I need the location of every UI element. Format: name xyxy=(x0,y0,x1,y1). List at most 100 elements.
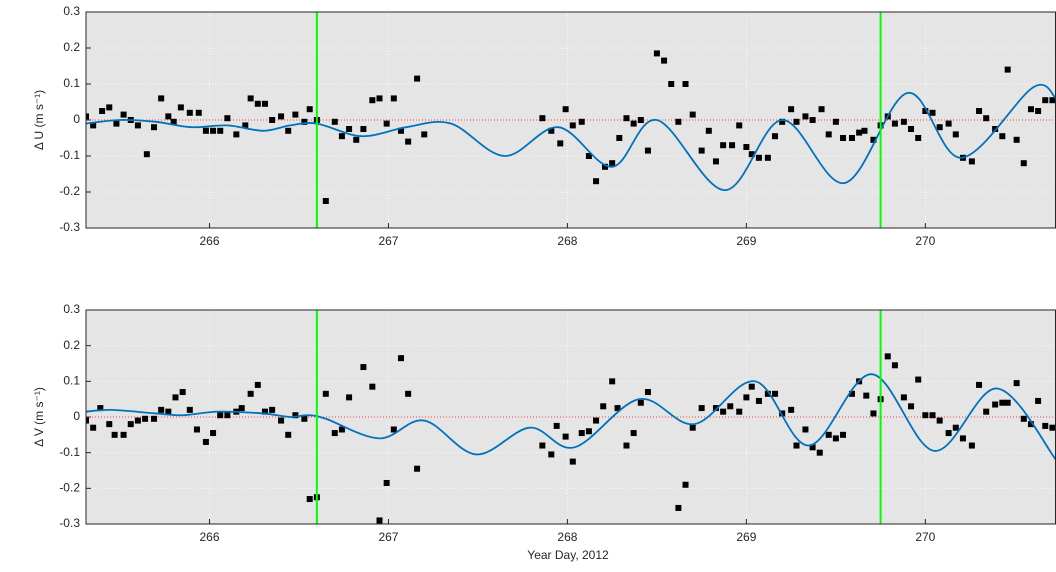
data-point xyxy=(585,153,592,159)
data-point xyxy=(908,403,915,410)
model-line xyxy=(86,83,1056,192)
data-point xyxy=(764,390,771,397)
data-point xyxy=(306,496,313,503)
data-point xyxy=(233,131,240,138)
data-point xyxy=(301,118,308,125)
data-point xyxy=(322,390,329,397)
data-point xyxy=(369,97,376,104)
data-point xyxy=(682,81,689,87)
data-point xyxy=(772,133,779,140)
data-point xyxy=(825,131,832,138)
data-point xyxy=(306,106,313,113)
data-point xyxy=(360,126,367,132)
data-point xyxy=(414,465,421,472)
data-point xyxy=(729,142,736,149)
data-point xyxy=(224,412,231,419)
data-point xyxy=(557,140,564,147)
data-point xyxy=(668,81,675,87)
data-point xyxy=(968,158,975,165)
data-point xyxy=(1035,397,1042,404)
y-tick-label: -0.3 xyxy=(59,516,80,530)
data-point xyxy=(261,408,268,415)
x-tick-label: 267 xyxy=(378,234,398,248)
data-point xyxy=(870,410,877,417)
data-point xyxy=(727,403,734,410)
data-point xyxy=(1013,380,1020,387)
data-point xyxy=(743,394,750,401)
data-point xyxy=(97,405,104,412)
data-point xyxy=(675,118,682,125)
data-point xyxy=(210,430,217,437)
y-tick-label: 0.1 xyxy=(63,76,80,90)
data-point xyxy=(1027,106,1034,113)
data-point xyxy=(922,412,929,419)
data-point xyxy=(992,401,999,408)
data-point xyxy=(414,75,421,82)
data-point xyxy=(269,406,276,413)
data-point xyxy=(637,117,644,123)
data-point xyxy=(405,138,412,145)
data-point xyxy=(712,158,719,165)
data-point xyxy=(809,117,816,123)
y-tick-label: -0.1 xyxy=(59,148,80,162)
data-point xyxy=(285,127,292,134)
data-point xyxy=(616,135,623,141)
data-point xyxy=(158,95,165,102)
data-point xyxy=(585,428,592,435)
data-point xyxy=(1004,66,1011,73)
data-point xyxy=(158,406,165,413)
data-point xyxy=(376,95,383,102)
data-point xyxy=(254,381,261,388)
x-tick-label: 270 xyxy=(915,530,935,544)
data-point xyxy=(992,126,999,132)
data-point xyxy=(945,430,952,437)
data-point xyxy=(689,111,696,118)
data-point xyxy=(802,426,809,433)
data-point xyxy=(578,118,585,125)
data-point xyxy=(331,118,338,125)
data-point xyxy=(644,147,651,154)
x-tick-label: 269 xyxy=(736,234,756,248)
data-point xyxy=(405,390,412,397)
data-point xyxy=(578,430,585,437)
data-point xyxy=(172,394,179,401)
data-point xyxy=(698,147,705,154)
data-point xyxy=(421,131,428,138)
data-point xyxy=(134,122,141,129)
data-point xyxy=(637,399,644,406)
data-point xyxy=(609,160,616,167)
data-point xyxy=(202,127,209,134)
data-point xyxy=(720,408,727,415)
data-point xyxy=(338,133,345,140)
data-point xyxy=(653,50,660,57)
data-point xyxy=(1035,108,1042,114)
data-point xyxy=(870,136,877,143)
data-point xyxy=(99,108,106,114)
data-point xyxy=(1027,421,1034,428)
data-point xyxy=(840,431,847,438)
data-point xyxy=(863,392,870,399)
data-point xyxy=(825,431,832,438)
data-point xyxy=(976,108,983,114)
data-point xyxy=(247,390,254,397)
data-point xyxy=(548,451,555,458)
data-point xyxy=(390,95,397,102)
data-point xyxy=(90,122,97,129)
data-point xyxy=(809,444,816,451)
data-point xyxy=(553,422,560,429)
data-point xyxy=(755,397,762,404)
x-tick-label: 268 xyxy=(557,234,577,248)
x-tick-label: 266 xyxy=(199,530,219,544)
plot-background xyxy=(86,12,1056,228)
data-point xyxy=(562,106,569,113)
data-point xyxy=(802,113,809,120)
data-point xyxy=(285,431,292,438)
data-point xyxy=(383,120,390,127)
data-point xyxy=(983,408,990,415)
data-point xyxy=(86,113,89,120)
data-point xyxy=(779,118,786,125)
data-point xyxy=(254,100,261,107)
y-tick-label: 0.2 xyxy=(63,338,80,352)
data-point xyxy=(779,410,786,417)
data-point xyxy=(936,124,943,131)
